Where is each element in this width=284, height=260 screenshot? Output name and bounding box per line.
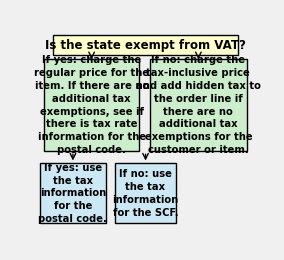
FancyBboxPatch shape <box>53 35 238 55</box>
Text: If yes: use
the tax
information
for the
postal code.: If yes: use the tax information for the … <box>38 163 107 224</box>
FancyBboxPatch shape <box>44 59 139 151</box>
Text: If yes: charge the
regular price for the
item. If there are no
additional tax
ex: If yes: charge the regular price for the… <box>34 55 149 155</box>
FancyBboxPatch shape <box>115 163 176 223</box>
Text: If no: use
the tax
information
for the SCF.: If no: use the tax information for the S… <box>112 169 179 218</box>
FancyBboxPatch shape <box>40 163 106 223</box>
Text: If no: charge the
tax-inclusive price
and add hidden tax to
the order line if
th: If no: charge the tax-inclusive price an… <box>136 55 261 155</box>
FancyBboxPatch shape <box>150 59 247 151</box>
Text: Is the state exempt from VAT?: Is the state exempt from VAT? <box>45 39 246 52</box>
